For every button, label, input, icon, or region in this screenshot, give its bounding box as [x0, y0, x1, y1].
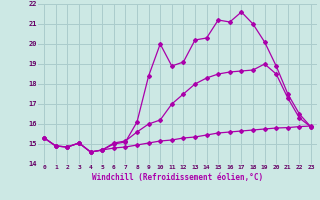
- X-axis label: Windchill (Refroidissement éolien,°C): Windchill (Refroidissement éolien,°C): [92, 173, 263, 182]
